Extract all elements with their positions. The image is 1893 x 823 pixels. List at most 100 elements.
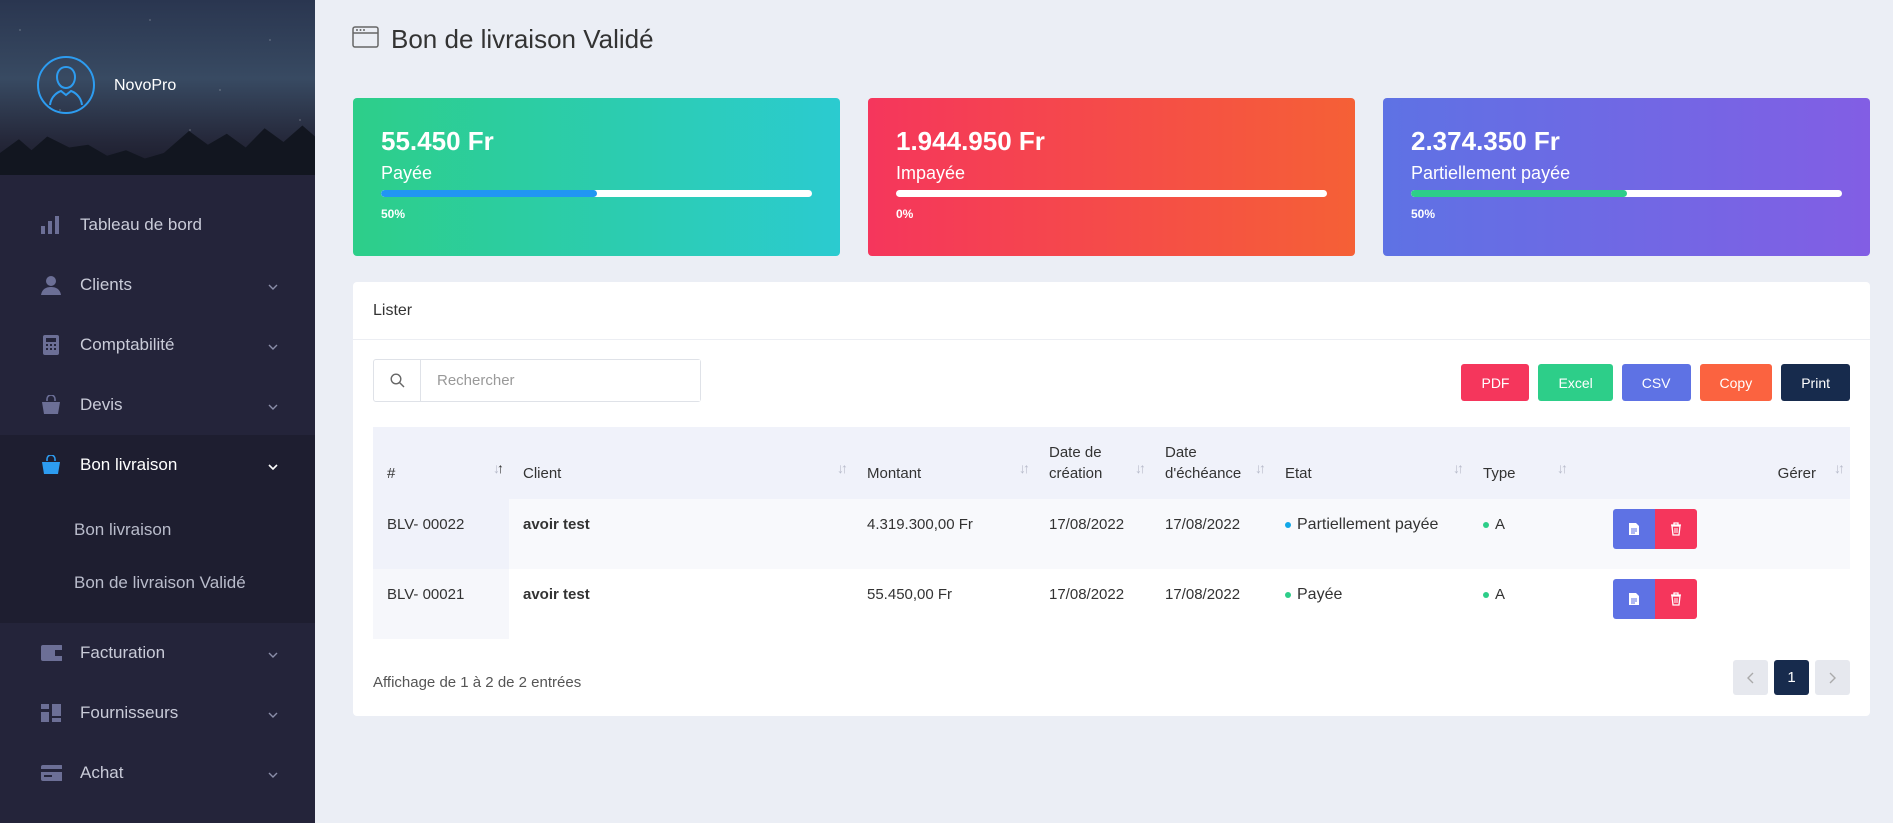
submenu-item-bon-livraison-valide[interactable]: Bon de livraison Validé <box>74 572 246 592</box>
stat-label: Partiellement payée <box>1411 163 1571 183</box>
cell-type: A <box>1469 499 1573 569</box>
submenu-item-bon-livraison[interactable]: Bon livraison <box>74 519 172 539</box>
shopping-bag-icon <box>40 454 62 476</box>
page-title: Bon de livraison Validé <box>391 24 654 54</box>
sort-icon[interactable]: ↓↑ <box>1255 460 1266 476</box>
stat-amount: 1.944.950 Fr <box>896 126 1045 156</box>
status-text: Payée <box>1297 586 1343 603</box>
sidebar-item-tableau-de-bord[interactable]: Tableau de bord <box>0 195 315 255</box>
sort-icon[interactable]: ↓↑ <box>1135 460 1146 476</box>
col-header-type[interactable]: Type ↓↑ <box>1483 460 1568 482</box>
next-page-button[interactable] <box>1815 660 1850 695</box>
sort-asc-icon[interactable]: ↓↑ <box>493 460 504 476</box>
delete-button[interactable] <box>1655 579 1697 619</box>
sidebar-menu: Tableau de bord Clients Comptabilité Dev… <box>0 195 315 803</box>
sort-icon[interactable]: ↓↑ <box>1834 460 1845 476</box>
cell-etat: Partiellement payée <box>1271 499 1469 569</box>
cell-client: avoir test <box>523 516 590 533</box>
chart-bars-icon <box>40 214 62 236</box>
col-header-date-creation[interactable]: Date de création ↓↑ <box>1049 444 1146 482</box>
print-button[interactable]: Print <box>1781 364 1850 401</box>
avatar[interactable] <box>37 56 95 114</box>
sidebar-item-label: Bon livraison <box>80 455 178 474</box>
sidebar-item-comptabilite[interactable]: Comptabilité <box>0 315 315 375</box>
sidebar-item-achat[interactable]: Achat <box>0 743 315 803</box>
list-panel: Lister PDF Excel CSV Copy Print #↓↑ Clie… <box>353 282 1870 716</box>
col-header-gerer[interactable]: Gérer ↓↑ <box>1777 460 1845 482</box>
csv-button[interactable]: CSV <box>1621 364 1691 401</box>
page-header: Bon de livraison Validé <box>352 24 654 55</box>
progress-bar <box>1411 190 1842 197</box>
grid-icon <box>40 702 62 724</box>
sort-icon[interactable]: ↓↑ <box>1453 460 1464 476</box>
progress-bar <box>381 190 812 197</box>
stat-percent: 50% <box>1411 207 1436 221</box>
sidebar-item-fournisseurs[interactable]: Fournisseurs <box>0 683 315 743</box>
sort-icon[interactable]: ↓↑ <box>1019 460 1030 476</box>
cell-etat: Payée <box>1271 569 1469 639</box>
stat-percent: 0% <box>896 207 914 221</box>
data-table: # ↓↑ Client ↓↑ Montant ↓↑ Date de création ↓… <box>373 427 1850 639</box>
search-icon <box>374 360 421 401</box>
col-header-id[interactable]: # ↓↑ <box>387 460 504 482</box>
search-input[interactable] <box>421 360 700 401</box>
bag-icon <box>40 394 62 416</box>
cell-id: BLV- 00021 <box>373 569 509 639</box>
sidebar-header: NovoPro <box>0 0 315 175</box>
delete-button[interactable] <box>1655 509 1697 549</box>
pdf-button[interactable]: PDF <box>1461 364 1530 401</box>
card-icon <box>40 762 62 784</box>
sort-icon[interactable]: ↓↑ <box>1557 460 1568 476</box>
sidebar: NovoPro Tableau de bord Clients Comptabi… <box>0 0 315 823</box>
sidebar-item-label: Devis <box>80 395 123 414</box>
cell-id: BLV- 00022 <box>373 499 509 569</box>
type-dot <box>1483 522 1489 529</box>
cell-client: avoir test <box>523 586 590 603</box>
cell-actions <box>1573 499 1850 569</box>
type-text: A <box>1495 516 1506 533</box>
stat-amount: 55.450 Fr <box>381 126 494 156</box>
trash-icon <box>1671 522 1681 536</box>
status-dot <box>1285 522 1291 529</box>
document-icon <box>1629 523 1639 535</box>
calculator-icon <box>40 334 62 356</box>
col-header-client[interactable]: Client ↓↑ <box>523 460 848 482</box>
cell-date-echeance: 17/08/2022 <box>1165 586 1241 603</box>
sidebar-item-label: Fournisseurs <box>80 703 179 722</box>
col-header-etat[interactable]: Etat ↓↑ <box>1285 460 1464 482</box>
chevron-down-icon <box>268 643 278 663</box>
prev-page-button[interactable] <box>1733 660 1768 695</box>
cell-montant: 55.450,00 Fr <box>867 586 953 603</box>
col-header-montant[interactable]: Montant ↓↑ <box>867 460 1030 482</box>
status-text: Partiellement payée <box>1297 516 1439 533</box>
sidebar-item-facturation[interactable]: Facturation <box>0 623 315 683</box>
cell-date-creation: 17/08/2022 <box>1049 586 1125 603</box>
chevron-down-icon <box>268 335 278 355</box>
export-buttons: PDF Excel CSV Copy Print <box>1461 364 1850 401</box>
sidebar-item-label: Comptabilité <box>80 335 175 354</box>
stat-card-impayee: 1.944.950 Fr Impayée 0% <box>868 98 1355 256</box>
excel-button[interactable]: Excel <box>1538 364 1613 401</box>
table-row: BLV- 00021 avoir test 55.450,00 Fr 17/08… <box>373 569 1850 639</box>
panel-title: Lister <box>353 282 1870 340</box>
page-button[interactable]: 1 <box>1774 660 1809 695</box>
stat-label: Impayée <box>896 163 966 183</box>
copy-button[interactable]: Copy <box>1699 364 1773 401</box>
status-dot <box>1285 592 1291 599</box>
cell-actions <box>1573 569 1850 639</box>
chevron-left-icon <box>1747 672 1754 683</box>
sidebar-item-bon-livraison[interactable]: Bon livraison <box>0 435 315 495</box>
sidebar-item-label: Clients <box>80 275 132 294</box>
chevron-down-icon <box>268 395 278 415</box>
table-header-row: # ↓↑ Client ↓↑ Montant ↓↑ Date de création ↓… <box>373 427 1850 499</box>
sidebar-item-devis[interactable]: Devis <box>0 375 315 435</box>
view-document-button[interactable] <box>1613 579 1655 619</box>
chevron-down-icon <box>268 703 278 723</box>
progress-bar <box>896 190 1327 197</box>
trash-icon <box>1671 592 1681 606</box>
col-header-date-echeance[interactable]: Date d'échéance ↓↑ <box>1165 444 1266 482</box>
sort-icon[interactable]: ↓↑ <box>837 460 848 476</box>
view-document-button[interactable] <box>1613 509 1655 549</box>
cell-montant: 4.319.300,00 Fr <box>867 516 973 533</box>
sidebar-item-clients[interactable]: Clients <box>0 255 315 315</box>
